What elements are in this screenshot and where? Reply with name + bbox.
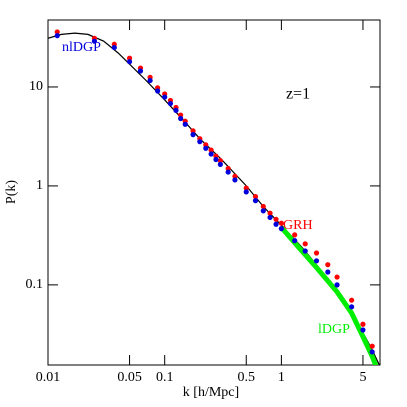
data-point (173, 107, 179, 113)
data-point (225, 169, 231, 175)
data-point (252, 198, 259, 204)
data-point (349, 297, 355, 303)
data-point (292, 232, 298, 238)
data-point (208, 147, 214, 153)
data-point (267, 214, 273, 221)
data-point (232, 173, 238, 179)
data-point (217, 161, 223, 167)
data-point (325, 262, 331, 268)
data-point (147, 77, 153, 84)
data-point (334, 274, 340, 280)
data-point (243, 185, 249, 191)
data-point (208, 151, 214, 157)
data-point (273, 216, 279, 222)
x-tick-label: 0.5 (238, 370, 256, 385)
data-point (190, 132, 196, 138)
data-point (369, 349, 375, 355)
x-tick-label: 5 (359, 370, 366, 385)
data-point (126, 59, 133, 65)
data-point (334, 282, 340, 288)
data-point (167, 100, 174, 107)
data-point (54, 29, 60, 35)
y-tick-label: 10 (29, 79, 43, 94)
series-label: nlDGP (62, 40, 101, 55)
data-point (325, 269, 331, 275)
data-point (313, 258, 320, 264)
data-point (213, 156, 219, 163)
data-point (197, 139, 203, 145)
data-point (182, 121, 188, 127)
x-tick-label: 0.1 (156, 370, 174, 385)
x-tick-label: 1 (278, 370, 285, 385)
data-point (155, 88, 161, 94)
data-point (111, 44, 117, 51)
data-point (360, 321, 366, 327)
x-tick-label: 0.01 (36, 370, 61, 385)
theory-line (48, 32, 380, 365)
data-point (178, 115, 184, 122)
x-axis-label: k [h/Mpc] (183, 385, 239, 400)
series-label: GRH (283, 218, 313, 233)
data-point (349, 304, 355, 310)
data-point (313, 250, 320, 256)
plot-frame (47, 19, 381, 366)
data-point (260, 208, 266, 214)
band (279, 225, 379, 365)
data-point (243, 189, 249, 195)
data-point (278, 220, 284, 226)
data-point (278, 226, 284, 232)
data-point (302, 241, 308, 247)
y-axis-label: P(k) (4, 180, 19, 204)
data-point (54, 33, 60, 39)
y-tick-label: 1 (36, 178, 43, 193)
data-point (369, 343, 375, 349)
data-point (302, 248, 308, 254)
y-tick-label: 0.1 (26, 277, 44, 292)
data-point (252, 193, 259, 200)
data-point (225, 165, 231, 172)
x-tick-label: 0.05 (117, 370, 142, 385)
data-point (292, 238, 298, 244)
annotation: z=1 (286, 86, 310, 103)
data-point (232, 177, 238, 183)
data-point (260, 203, 266, 210)
data-point (162, 94, 168, 100)
data-point (91, 38, 98, 44)
data-point (273, 221, 279, 227)
data-point (203, 145, 209, 151)
data-point (267, 210, 273, 216)
series-label: lDGP (318, 322, 350, 337)
data-point (190, 128, 196, 134)
data-point (360, 327, 366, 333)
data-point (137, 68, 144, 74)
data-point (217, 158, 223, 164)
